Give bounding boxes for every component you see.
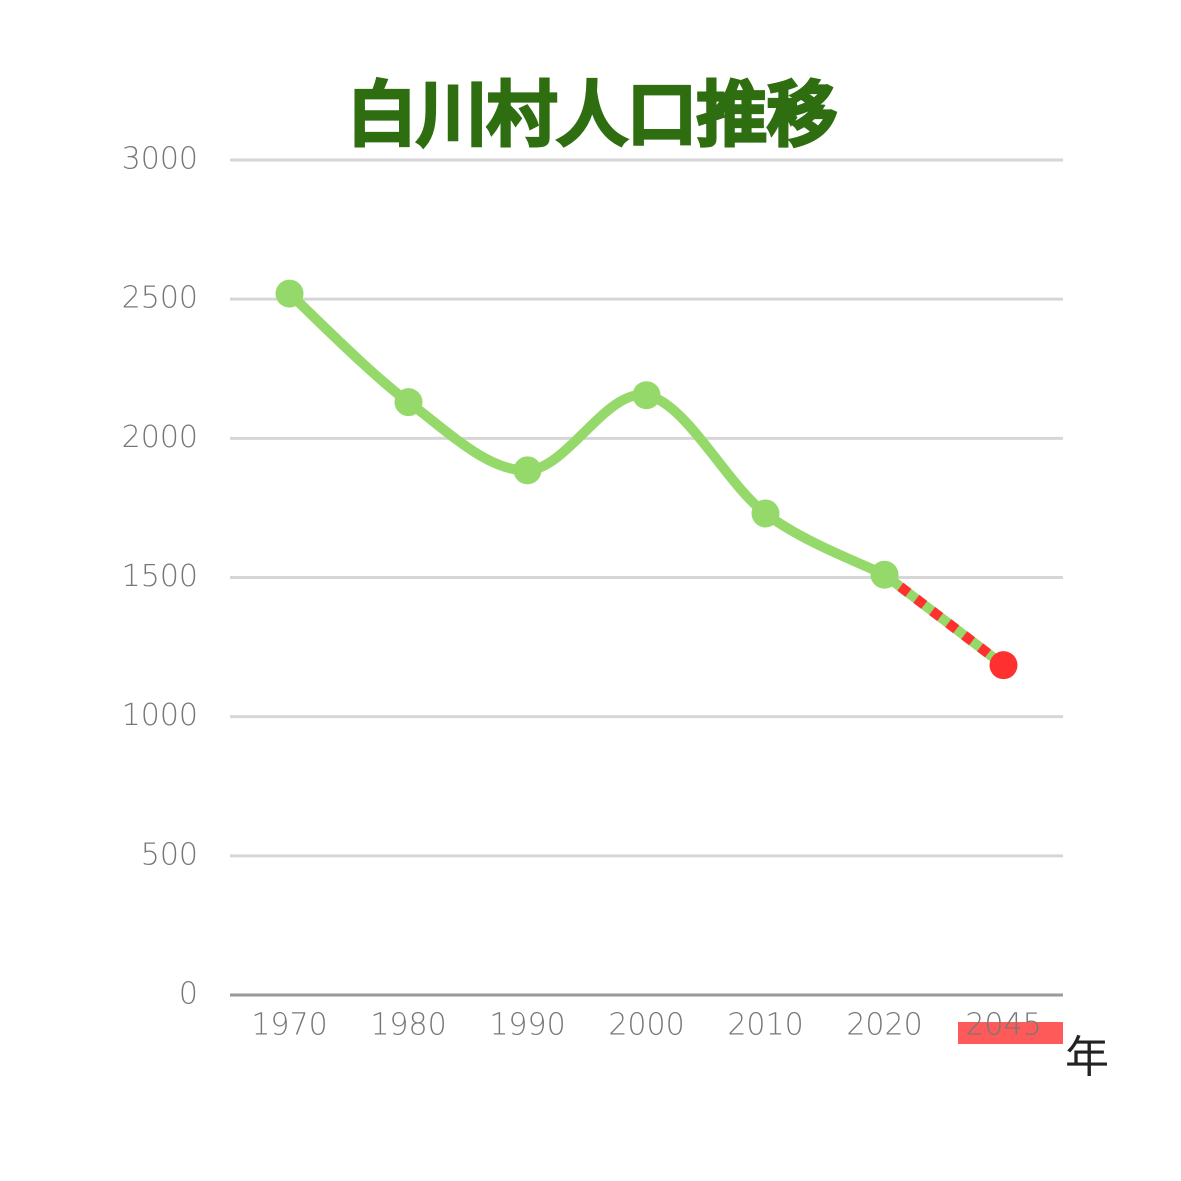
- x-tick-label: 1990: [489, 1008, 565, 1043]
- x-tick-label: 1980: [370, 1008, 446, 1043]
- x-tick-label: 2020: [846, 1008, 922, 1043]
- x-tick-label: 1970: [251, 1008, 327, 1043]
- y-tick-label: 500: [141, 837, 198, 872]
- x-tick-label: 2010: [727, 1008, 803, 1043]
- y-tick-label: 3000: [122, 142, 198, 177]
- chart-title: 白川村人口推移: [347, 74, 837, 156]
- y-tick-label: 1000: [122, 698, 198, 733]
- y-tick-label: 2000: [122, 420, 198, 455]
- point: [751, 499, 780, 528]
- x-tick-label: 2045: [965, 1008, 1041, 1043]
- x-axis-label: 年: [1065, 1032, 1109, 1083]
- point: [394, 388, 423, 417]
- point: [870, 560, 899, 589]
- y-tick-label: 1500: [122, 559, 198, 594]
- point: [632, 381, 661, 410]
- highlight: [958, 1022, 1063, 1044]
- x-tick-label: 2000: [608, 1008, 684, 1043]
- line: [284, 288, 890, 580]
- y-tick-label: 0: [179, 977, 198, 1012]
- y-tick-label: 2500: [122, 281, 198, 316]
- point: [275, 279, 304, 308]
- point: [989, 651, 1018, 680]
- point: [513, 456, 542, 485]
